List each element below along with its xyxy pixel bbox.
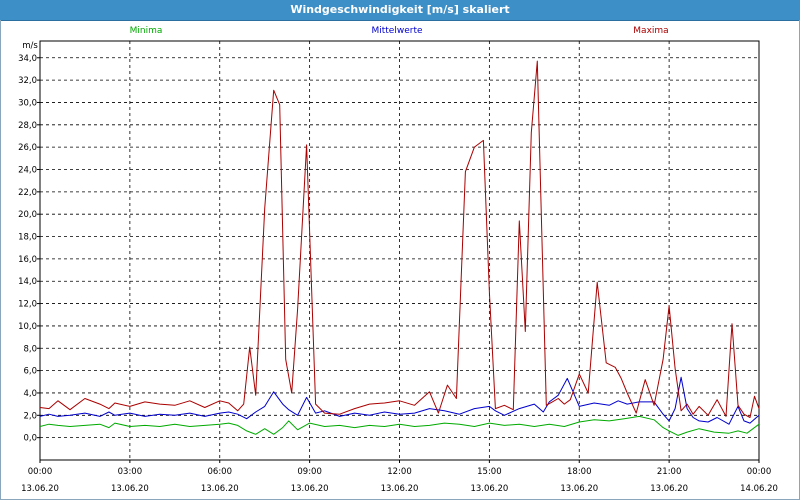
y-tick-label: 16,0 xyxy=(18,255,37,265)
x-tick-date-label: 13.06.20 xyxy=(111,484,149,494)
series-lines xyxy=(39,60,760,436)
y-tick-label: 6,0 xyxy=(23,367,37,377)
y-tick-label: 8,0 xyxy=(23,344,37,354)
x-tick-date-label: 14.06.20 xyxy=(740,484,778,494)
x-tick-time-label: 21:00 xyxy=(657,467,682,477)
y-tick-label: 12,0 xyxy=(18,300,37,310)
y-tick-label: 14,0 xyxy=(18,277,37,287)
y-tick-label: 20,0 xyxy=(18,210,37,220)
series-line-maxima xyxy=(39,60,760,418)
y-tick-label: 32,0 xyxy=(18,76,37,86)
y-tick-label: 28,0 xyxy=(18,121,37,131)
x-tick-time-label: 00:00 xyxy=(28,467,53,477)
legend-entry-maxima: Maxima xyxy=(633,26,668,36)
y-tick-label: 24,0 xyxy=(18,165,37,175)
x-tick-date-label: 13.06.20 xyxy=(381,484,419,494)
x-tick-time-label: 03:00 xyxy=(118,467,143,477)
y-tick-label: 22,0 xyxy=(18,188,37,198)
x-tick-date-label: 13.06.20 xyxy=(470,484,508,494)
y-tick-label: 4,0 xyxy=(23,389,37,399)
x-tick-date-label: 13.06.20 xyxy=(291,484,329,494)
y-tick-label: 30,0 xyxy=(18,98,37,108)
x-tick-date-label: 13.06.20 xyxy=(560,484,598,494)
y-tick-label: 10,0 xyxy=(18,322,37,332)
y-tick-label: 26,0 xyxy=(18,143,37,153)
y-tick-label: 18,0 xyxy=(18,233,37,243)
legend-entry-mittelwerte: Mittelwerte xyxy=(371,26,422,36)
y-tick-labels: 0,0 2,0 4,0 6,0 8,0 10,0 12,0 14,0 16,0 18,0 20,0 2… xyxy=(18,54,40,444)
y-axis-unit-label: m/s xyxy=(22,41,38,51)
series-line-mittelwerte xyxy=(39,376,760,425)
x-tick-time-label: 09:00 xyxy=(297,467,322,477)
y-tick-label: 0,0 xyxy=(23,434,37,444)
x-tick-time-label: 12:00 xyxy=(387,467,412,477)
x-tick-time-label: 18:00 xyxy=(567,467,592,477)
y-tick-label: 34,0 xyxy=(18,54,37,64)
x-tick-labels: 00:00 13.06.20 03:00 13.06.20 06:00 13.06.20 0… xyxy=(21,460,778,494)
x-tick-date-label: 13.06.20 xyxy=(21,484,59,494)
x-tick-time-label: 15:00 xyxy=(477,467,502,477)
x-tick-date-label: 13.06.20 xyxy=(201,484,239,494)
series-line-minima xyxy=(39,415,760,436)
x-tick-time-label: 00:00 xyxy=(747,467,772,477)
x-tick-date-label: 13.06.20 xyxy=(650,484,688,494)
y-tick-label: 2,0 xyxy=(23,411,37,421)
window-title: Windgeschwindigkeit [m/s] skaliert xyxy=(290,3,510,16)
wind-speed-chart: m/s 0,0 2,0 4,0 6,0 8,0 10,0 12,0 14,0 16,0 18,0 2… xyxy=(18,26,778,494)
title-bar: Windgeschwindigkeit [m/s] skaliert xyxy=(0,0,800,21)
legend-entry-minima: Minima xyxy=(130,26,163,36)
axes: m/s xyxy=(22,40,760,461)
x-tick-time-label: 06:00 xyxy=(208,467,233,477)
legend: Minima Mittelwerte Maxima xyxy=(130,26,669,36)
